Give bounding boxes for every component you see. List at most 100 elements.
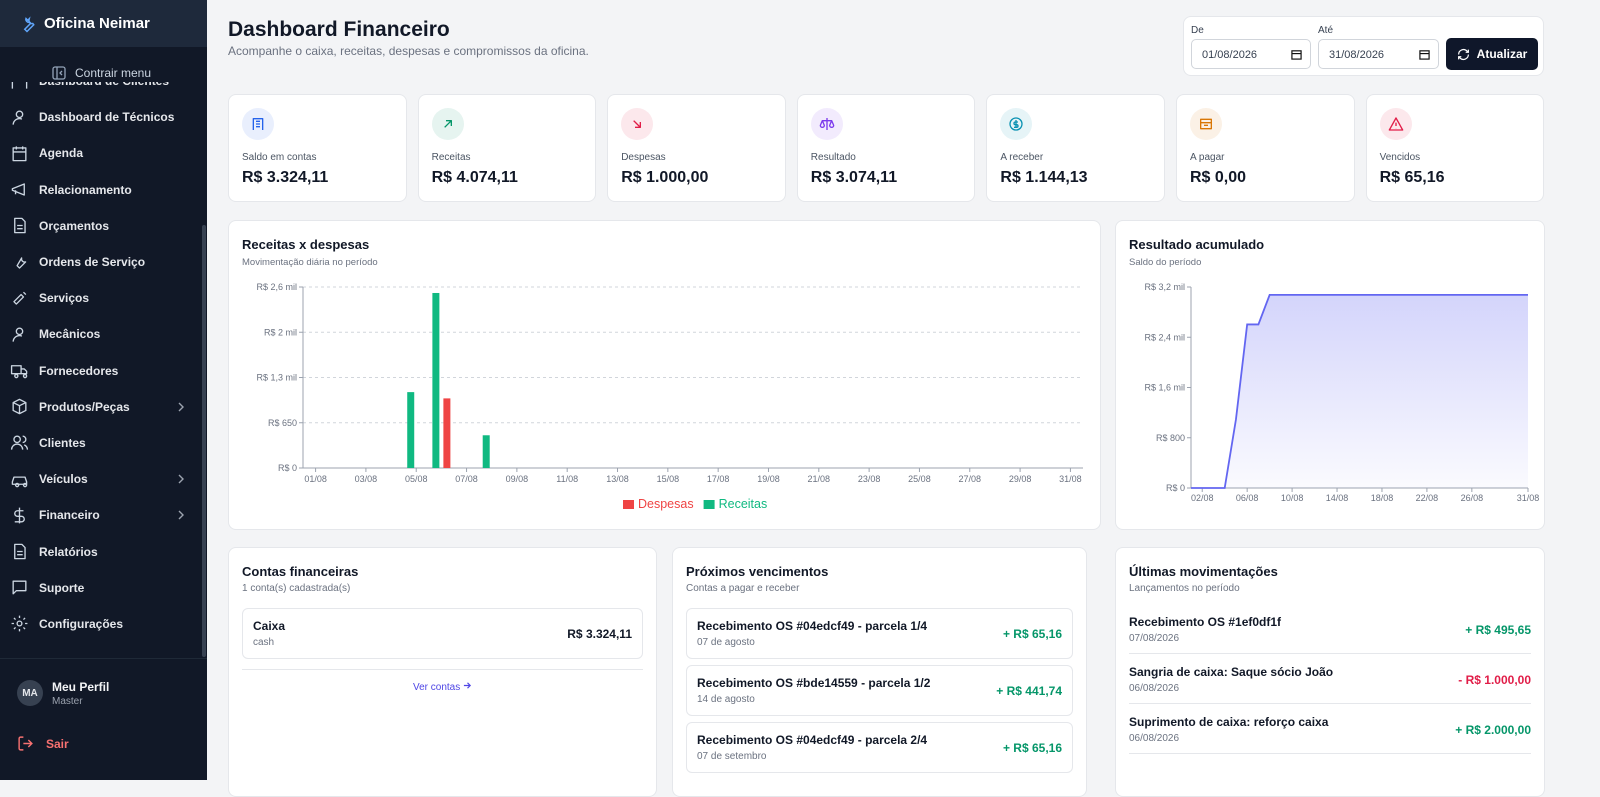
chart-subtitle: Saldo do período (1129, 257, 1201, 268)
kpi-icon (1190, 108, 1222, 140)
arrow-icon (463, 682, 472, 689)
panel-title: Últimas movimentações (1129, 564, 1278, 579)
nav-label: Dashboard de Clientes (39, 82, 169, 88)
nav-item[interactable]: Serviços (0, 280, 207, 316)
nav-item[interactable]: Mecânicos (0, 316, 207, 352)
kpi-card: Saldo em contas R$ 3.324,11 (228, 94, 407, 202)
calendar-icon (1291, 50, 1302, 60)
nav-item[interactable]: Relacionamento (0, 172, 207, 208)
y-tick-label: R$ 2,4 mil (1144, 332, 1185, 342)
icon (252, 118, 264, 130)
to-label: Até (1318, 25, 1334, 36)
scrollbar[interactable] (202, 225, 206, 657)
icon-path (12, 110, 24, 125)
y-tick-label: R$ 0 (1166, 483, 1185, 493)
nav-item[interactable]: Dashboard de Clientes (0, 82, 207, 99)
nav-icon (13, 291, 27, 305)
recent-list: Recebimento OS #1ef0df1f 07/08/2026 + R$ 4… (1129, 612, 1531, 754)
nav-item[interactable]: Clientes (0, 425, 207, 461)
nav-item[interactable]: Veículos (0, 461, 207, 497)
chart-panel: Receitas x despesas Movimentação diária n… (228, 220, 1101, 530)
upcoming-date: 07 de agosto (697, 637, 755, 648)
nav-label: Relatórios (39, 544, 98, 559)
nav-item[interactable]: Agenda (0, 135, 207, 171)
account-balance: R$ 3.324,11 (567, 626, 632, 641)
x-tick-label: 23/08 (858, 474, 881, 484)
y-tick-label: R$ 2 mil (264, 327, 297, 337)
nav-item[interactable]: Configurações (0, 606, 207, 642)
recent-date: 06/08/2026 (1129, 683, 1180, 694)
nav-label: Serviços (39, 291, 90, 306)
panel-title: Próximos vencimentos (686, 564, 829, 579)
nav-icon (11, 183, 25, 196)
icon-path (13, 291, 27, 305)
nav-label: Ordens de Serviço (39, 255, 146, 270)
nav-label: Configurações (39, 616, 124, 631)
upcoming-info: Recebimento OS #bde14559 - parcela 1/2 14… (697, 676, 930, 705)
nav-label: Financeiro (39, 508, 100, 523)
profile-name[interactable]: Meu Perfil (52, 680, 110, 694)
nav-item[interactable]: Financeiro (0, 497, 207, 533)
brand[interactable]: Oficina Neimar (0, 0, 207, 47)
icon-path (10, 365, 28, 379)
from-label: De (1191, 25, 1204, 36)
icon-path (14, 507, 25, 524)
icon (1200, 118, 1212, 130)
account-info: Caixa cash (253, 619, 285, 648)
nav-item[interactable]: Relatórios (0, 533, 207, 569)
icon (819, 118, 835, 130)
recent-info: Sangria de caixa: Saque sócio João 06/08/… (1129, 665, 1333, 694)
upcoming-amount: + R$ 65,16 (1002, 626, 1062, 641)
nav-icon (12, 327, 24, 342)
chart: Receitas x despesas Movimentação diária n… (242, 237, 1083, 511)
x-tick-label: 21/08 (808, 474, 831, 484)
account-name: Caixa (253, 619, 286, 633)
nav-item[interactable]: Suporte (0, 570, 207, 606)
account-item: Caixa cash R$ 3.324,11 (242, 608, 643, 659)
kpi-icon (810, 108, 843, 140)
nav-icon (10, 435, 29, 451)
from-input[interactable]: 01/08/2026 (1191, 39, 1311, 69)
nav-item[interactable]: Fornecedores (0, 353, 207, 389)
logout[interactable]: Sair (17, 735, 69, 752)
divider (0, 658, 207, 659)
nav-item[interactable]: Ordens de Serviço (0, 244, 207, 280)
upcoming-item: Recebimento OS #04edcf49 - parcela 2/4 07… (686, 722, 1073, 773)
x-tick-label: 05/08 (405, 474, 428, 484)
kpi-icon (1379, 108, 1412, 140)
collapse-menu[interactable]: Contrair menu (52, 66, 151, 80)
nav-item[interactable]: Dashboard de Técnicos (0, 99, 207, 135)
legend-swatch (703, 500, 715, 509)
icon (633, 120, 642, 128)
recent-info: Recebimento OS #1ef0df1f 07/08/2026 (1129, 615, 1281, 644)
chevron (178, 510, 184, 520)
sidebar: Oficina Neimar Contrair menu Dashboard d… (0, 0, 207, 780)
kpi-label: Despesas (621, 152, 666, 163)
nav-icon (16, 256, 27, 269)
kpi-card: Resultado R$ 3.074,11 (796, 94, 976, 202)
icon-path (11, 615, 28, 632)
page: Oficina Neimar Contrair menu Dashboard d… (0, 0, 1545, 797)
recent-title: Sangria de caixa: Saque sócio João (1129, 665, 1334, 679)
icon (443, 120, 452, 128)
kpi-icon (242, 108, 274, 140)
refresh-button[interactable]: Atualizar (1446, 38, 1538, 70)
nav-icon (10, 365, 28, 379)
nav-icon (11, 82, 28, 89)
nav-item[interactable]: Produtos/Peças (0, 389, 207, 425)
x-tick-label: 06/08 (1236, 493, 1259, 503)
upcoming-title: Recebimento OS #bde14559 - parcela 1/2 (697, 676, 931, 690)
nav-label: Suporte (39, 580, 85, 595)
upcoming-item: Recebimento OS #04edcf49 - parcela 1/4 07… (686, 608, 1073, 659)
nav-item[interactable]: Orçamentos (0, 208, 207, 244)
view-accounts[interactable]: Ver contas (242, 669, 643, 693)
chart-subtitle: Movimentação diária no período (242, 257, 378, 268)
bar (432, 292, 440, 468)
kpi-card: A receber R$ 1.144,13 (986, 94, 1165, 202)
kpi-card: A pagar R$ 0,00 (1176, 94, 1355, 202)
x-tick-label: 17/08 (707, 474, 730, 484)
to-input[interactable]: 31/08/2026 (1318, 39, 1439, 69)
avatar[interactable]: MA (17, 680, 43, 706)
kpi-value: R$ 65,16 (1379, 169, 1445, 186)
refresh-label: Atualizar (1476, 47, 1528, 61)
